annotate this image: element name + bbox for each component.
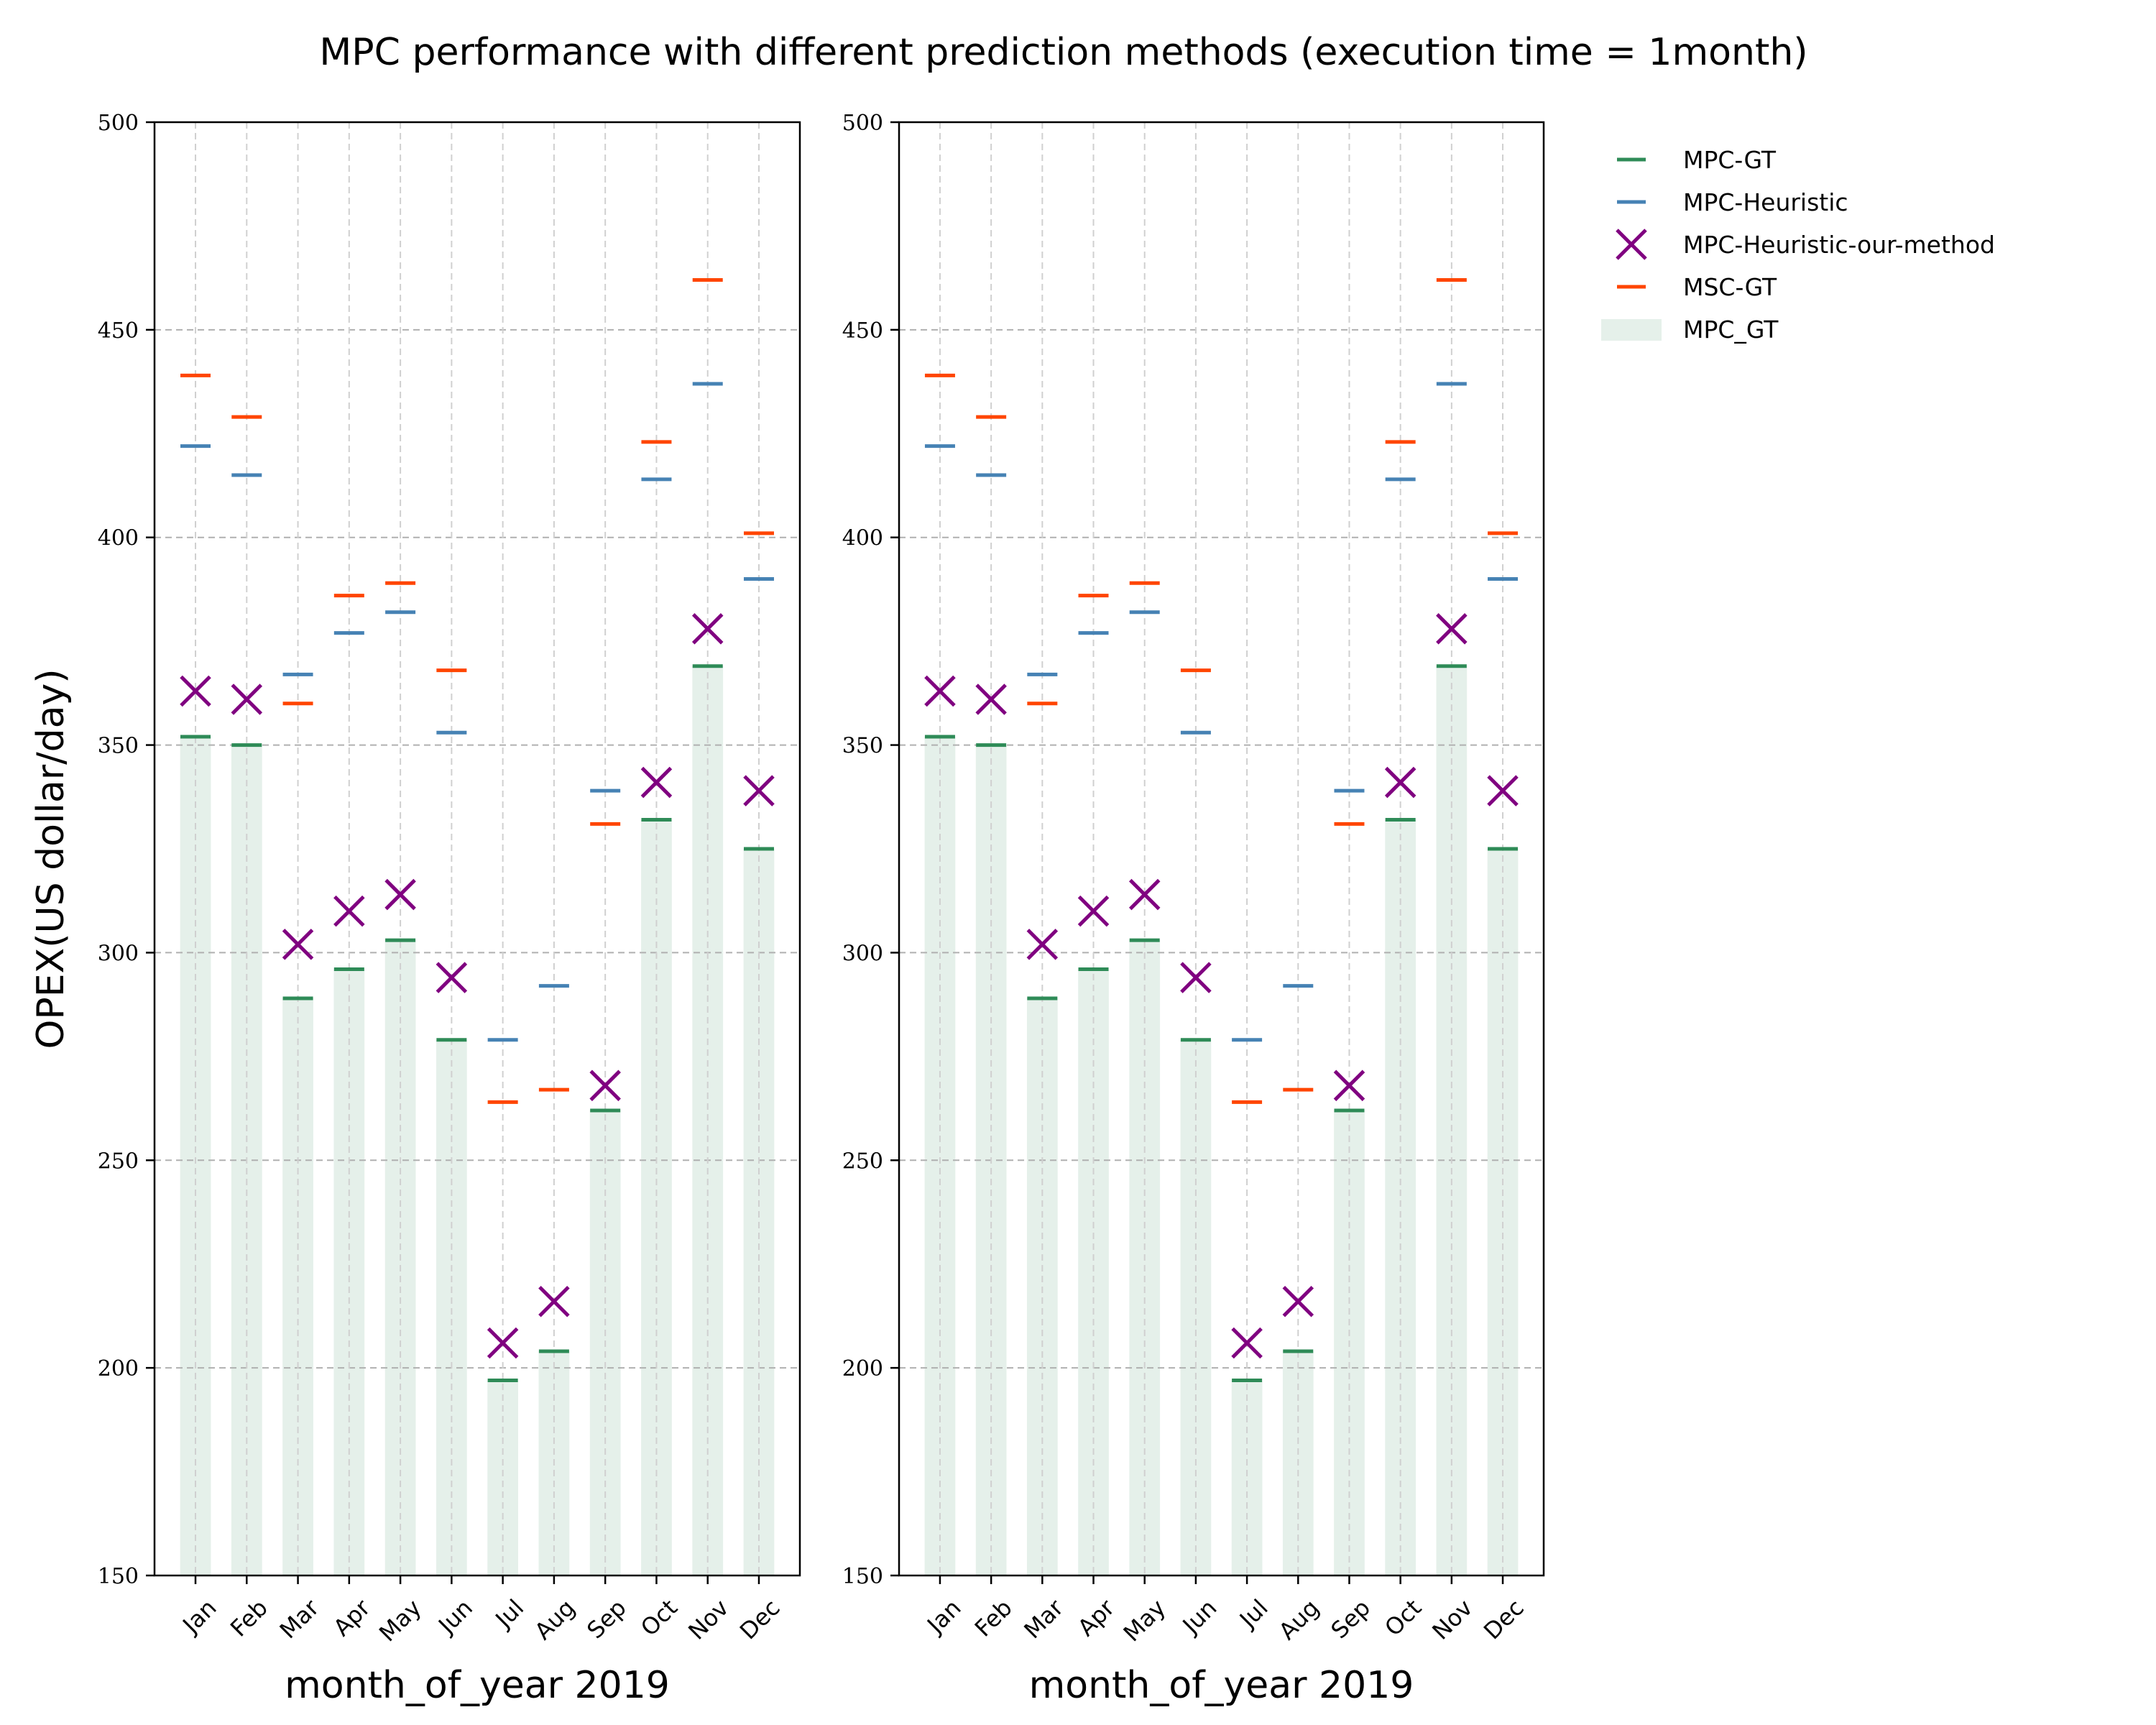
- point-mpc-heuristic-our-method: [1231, 1327, 1263, 1359]
- x-tick-label: Aug: [529, 1594, 580, 1645]
- y-axis-label: OPEX(US dollar/day): [29, 668, 73, 1049]
- x-tick-label: Oct: [1379, 1594, 1427, 1642]
- point-mpc-heuristic-our-method: [1436, 613, 1468, 645]
- y-tick-label: 250: [98, 1149, 139, 1174]
- bar: [487, 1380, 519, 1576]
- x-tick-label: Aug: [1273, 1594, 1325, 1645]
- x-tick-label: Oct: [635, 1594, 683, 1642]
- y-tick-label: 200: [98, 1356, 139, 1381]
- legend-label: MPC-Heuristic: [1683, 188, 1848, 216]
- point-mpc-heuristic-our-method: [691, 613, 724, 645]
- x-tick-label: May: [374, 1594, 427, 1647]
- legend-label: MPC-GT: [1683, 146, 1777, 174]
- point-mpc-heuristic-our-method: [384, 878, 416, 911]
- x-tick-label: Jan: [921, 1594, 966, 1639]
- x-axis-label: month_of_year 2019: [285, 1664, 670, 1707]
- bar: [1231, 1380, 1263, 1576]
- bar: [180, 737, 211, 1576]
- chart-title: MPC performance with different predictio…: [319, 31, 1807, 74]
- y-tick-label: 400: [98, 526, 139, 551]
- x-tick-label: Dec: [1478, 1594, 1529, 1645]
- legend-label: MPC-Heuristic-our-method: [1683, 231, 1995, 259]
- point-mpc-heuristic-our-method: [1487, 775, 1519, 806]
- y-tick-label: 200: [842, 1356, 883, 1381]
- point-mpc-heuristic-our-method: [1077, 895, 1110, 927]
- point-mpc-heuristic-our-method: [282, 929, 314, 960]
- point-mpc-heuristic-our-method: [487, 1327, 519, 1359]
- x-tick-label: Dec: [734, 1594, 786, 1645]
- x-tick-label: Apr: [328, 1593, 376, 1642]
- x-tick-label: Feb: [969, 1594, 1018, 1642]
- legend-label: MPC_GT: [1683, 316, 1779, 344]
- point-mpc-heuristic-our-method: [640, 766, 673, 799]
- point-mpc-heuristic-our-method: [743, 775, 775, 806]
- point-mpc-heuristic-our-method: [589, 1070, 621, 1102]
- point-mpc-heuristic-our-method: [1282, 1285, 1314, 1317]
- point-mpc-heuristic-our-method: [924, 675, 956, 707]
- y-tick-label: 450: [98, 318, 139, 344]
- x-tick-label: Jun: [1176, 1594, 1222, 1640]
- point-mpc-heuristic-our-method: [1026, 929, 1059, 960]
- legend-swatch-bar: [1601, 319, 1662, 341]
- legend-swatch-mpc-heuristic-our-method: [1616, 229, 1647, 260]
- y-tick-label: 500: [842, 111, 883, 136]
- point-mpc-heuristic-our-method: [180, 675, 211, 707]
- x-tick-label: Jan: [176, 1594, 221, 1639]
- point-mpc-heuristic-our-method: [1333, 1070, 1365, 1102]
- x-tick-label: Feb: [225, 1594, 273, 1642]
- y-tick-label: 150: [98, 1564, 139, 1589]
- x-tick-label: Nov: [683, 1594, 734, 1645]
- y-tick-label: 250: [842, 1149, 883, 1174]
- y-tick-label: 150: [842, 1564, 883, 1589]
- y-tick-label: 400: [842, 526, 883, 551]
- point-mpc-heuristic-our-method: [436, 962, 468, 993]
- x-tick-label: Nov: [1427, 1594, 1478, 1645]
- x-tick-label: Apr: [1072, 1593, 1120, 1642]
- y-tick-label: 300: [842, 941, 883, 966]
- x-tick-label: May: [1118, 1594, 1171, 1647]
- y-tick-label: 300: [98, 941, 139, 966]
- point-mpc-heuristic-our-method: [1128, 878, 1161, 911]
- point-mpc-heuristic-our-method: [975, 684, 1007, 715]
- y-tick-label: 500: [98, 111, 139, 136]
- axes-frame: [898, 121, 1545, 1577]
- y-tick-label: 450: [842, 318, 883, 344]
- x-tick-label: Jul: [489, 1594, 530, 1634]
- point-mpc-heuristic-our-method: [1180, 962, 1212, 993]
- x-tick-label: Jun: [432, 1594, 478, 1640]
- x-tick-label: Sep: [581, 1594, 632, 1644]
- x-tick-label: Sep: [1326, 1594, 1376, 1644]
- x-tick-label: Jul: [1233, 1594, 1273, 1634]
- legend: MPC-GT MPC-Heuristic MPC-Heuristic-our-met…: [1601, 146, 1995, 344]
- point-mpc-heuristic-our-method: [333, 895, 365, 927]
- y-tick-label: 350: [98, 734, 139, 759]
- bar: [924, 737, 956, 1576]
- y-tick-label: 350: [842, 734, 883, 759]
- x-tick-label: Mar: [1018, 1593, 1069, 1644]
- point-mpc-heuristic-our-method: [231, 684, 263, 715]
- point-mpc-heuristic-our-method: [538, 1285, 570, 1317]
- axes-frame: [153, 121, 801, 1577]
- x-axis-label: month_of_year 2019: [1029, 1664, 1414, 1707]
- point-mpc-heuristic-our-method: [1384, 766, 1416, 799]
- x-tick-label: Mar: [275, 1593, 325, 1644]
- legend-label: MSC-GT: [1683, 273, 1777, 301]
